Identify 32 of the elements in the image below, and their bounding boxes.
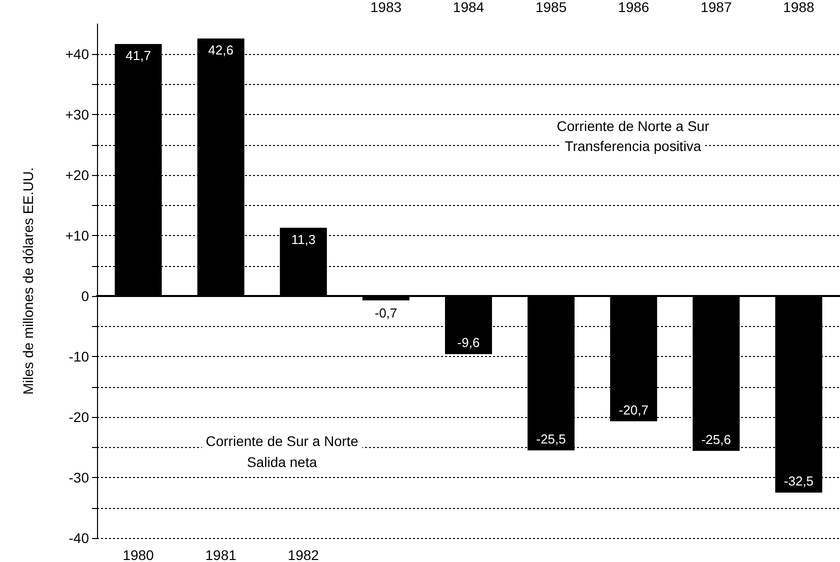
y-tick-label: -10: [68, 348, 90, 365]
x-tick-label: 1984: [452, 0, 484, 15]
annotation: Corriente de Norte a Sur: [556, 118, 710, 134]
data-label: -25,5: [536, 431, 566, 446]
y-tick-label: -20: [68, 409, 90, 426]
data-label: 42,6: [208, 42, 234, 58]
annotation: Corriente de Sur a Norte: [206, 433, 358, 449]
y-tick-label: -30: [68, 470, 90, 486]
x-tick-label: 1987: [700, 0, 732, 15]
data-label: -25,6: [701, 432, 731, 447]
data-label: -9,6: [457, 335, 480, 350]
x-tick-label: 1986: [618, 0, 650, 15]
x-tick-label: 1983: [370, 0, 402, 15]
y-tick-label: +10: [65, 228, 90, 244]
x-tick-label: 1982: [288, 547, 320, 562]
y-tick-label: +30: [65, 106, 90, 123]
annotation: Transferencia positiva: [564, 138, 702, 154]
annotation: Salida neta: [246, 454, 318, 470]
y-tick-label: +40: [65, 46, 90, 62]
x-tick-label: 1980: [122, 547, 154, 562]
data-label: 41,7: [126, 48, 151, 63]
y-tick-label: +20: [65, 167, 90, 184]
x-tick-label: 1988: [783, 0, 815, 15]
y-tick-label: -40: [68, 530, 90, 546]
data-label: -20,7: [618, 402, 648, 418]
data-label: -32,5: [784, 474, 814, 489]
y-tick-label: 0: [81, 288, 90, 304]
data-label: -0,7: [374, 305, 398, 320]
y-axis-title: Miles de millones de dólares EE.UU.: [20, 167, 36, 395]
x-tick-label: 1985: [535, 0, 567, 15]
x-tick-label: 1981: [205, 547, 237, 562]
data-label: 11,3: [291, 232, 316, 247]
